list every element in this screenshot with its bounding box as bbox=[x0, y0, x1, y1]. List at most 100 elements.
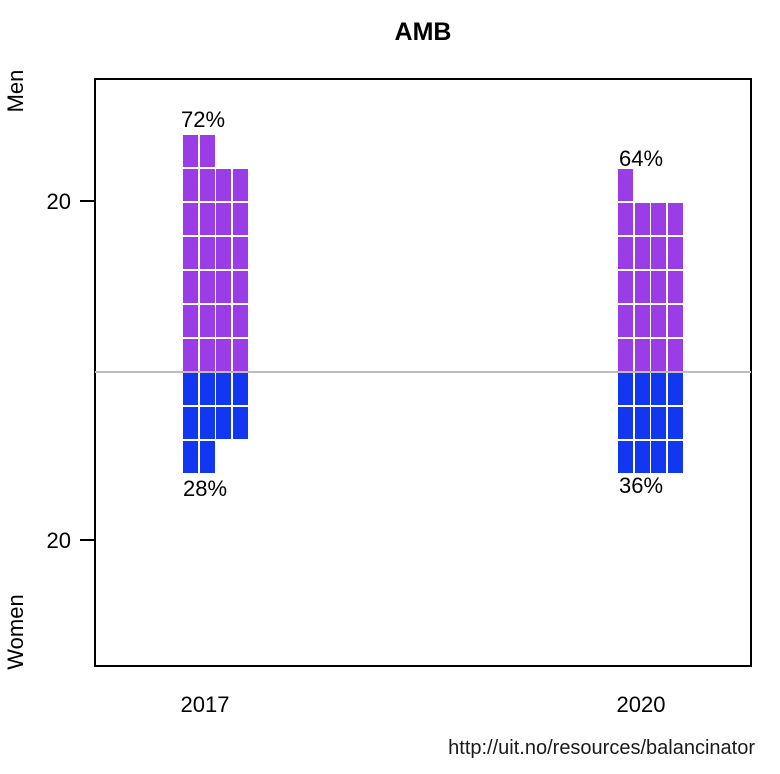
waffle-cell-women bbox=[183, 441, 198, 473]
waffle-column bbox=[634, 202, 650, 371]
percent-label-men-2020: 64% bbox=[618, 146, 664, 171]
waffle-cell-men bbox=[634, 236, 650, 269]
x-tick-label-2017: 2017 bbox=[180, 692, 230, 717]
waffle-cell-men bbox=[216, 202, 232, 235]
waffle-cell-women bbox=[618, 407, 633, 439]
waffle-cell-women bbox=[618, 373, 633, 405]
y-axis-label-women: Women bbox=[3, 594, 28, 670]
percent-label-women-2020: 36% bbox=[618, 473, 664, 498]
waffle-cell-men bbox=[667, 202, 683, 235]
waffle-cell-men bbox=[634, 202, 650, 235]
waffle-cell-women bbox=[667, 441, 683, 473]
bar-2020-women bbox=[618, 373, 683, 473]
waffle-column bbox=[232, 373, 248, 439]
waffle-cell-men bbox=[667, 304, 683, 337]
waffle-cell-women bbox=[667, 407, 683, 439]
waffle-cell-women bbox=[651, 441, 667, 473]
waffle-cell-men bbox=[232, 168, 248, 201]
waffle-column bbox=[232, 168, 248, 371]
waffle-column bbox=[667, 373, 683, 473]
waffle-column bbox=[651, 202, 667, 371]
waffle-cell-men bbox=[618, 304, 633, 337]
waffle-cell-women bbox=[232, 407, 248, 439]
waffle-cell-men bbox=[216, 338, 232, 371]
waffle-cell-men bbox=[199, 304, 215, 337]
gender-divider-line bbox=[95, 371, 751, 373]
bar-2020-men bbox=[618, 168, 683, 371]
waffle-column bbox=[618, 373, 633, 473]
waffle-cell-men bbox=[199, 202, 215, 235]
source-url: http://uit.no/resources/balancinator bbox=[448, 737, 755, 759]
waffle-cell-men bbox=[618, 168, 633, 201]
waffle-cell-men bbox=[634, 270, 650, 303]
waffle-cell-women bbox=[199, 407, 215, 439]
waffle-cell-men bbox=[618, 338, 633, 371]
waffle-cell-men bbox=[634, 304, 650, 337]
waffle-cell-men bbox=[183, 168, 198, 201]
waffle-cell-women bbox=[651, 407, 667, 439]
y-tick-mark-top bbox=[80, 200, 95, 202]
y-tick-label-bottom: 20 bbox=[46, 528, 71, 553]
waffle-cell-men bbox=[634, 338, 650, 371]
y-tick-label-top: 20 bbox=[46, 189, 71, 214]
waffle-cell-men bbox=[667, 236, 683, 269]
waffle-cell-men bbox=[618, 202, 633, 235]
waffle-cell-women bbox=[232, 373, 248, 405]
waffle-cell-men bbox=[651, 338, 667, 371]
waffle-column bbox=[199, 134, 215, 371]
waffle-cell-women bbox=[199, 373, 215, 405]
waffle-cell-men bbox=[199, 236, 215, 269]
waffle-cell-women bbox=[216, 373, 232, 405]
waffle-column bbox=[199, 373, 215, 473]
percent-label-men-2017: 72% bbox=[180, 107, 226, 132]
waffle-cell-men bbox=[618, 270, 633, 303]
percent-label-women-2017: 28% bbox=[182, 476, 228, 501]
waffle-cell-men bbox=[618, 236, 633, 269]
waffle-cell-men bbox=[199, 338, 215, 371]
waffle-cell-men bbox=[183, 338, 198, 371]
bar-2017-men bbox=[183, 134, 248, 371]
waffle-cell-men bbox=[183, 270, 198, 303]
x-tick-label-2020: 2020 bbox=[616, 692, 666, 717]
waffle-cell-women bbox=[651, 373, 667, 405]
waffle-cell-men bbox=[216, 168, 232, 201]
waffle-column bbox=[634, 373, 650, 473]
waffle-cell-men bbox=[651, 202, 667, 235]
chart-title: AMB bbox=[394, 18, 452, 46]
waffle-cell-men bbox=[216, 304, 232, 337]
waffle-cell-men bbox=[216, 236, 232, 269]
waffle-cell-men bbox=[232, 304, 248, 337]
y-axis-label-men: Men bbox=[3, 69, 28, 113]
waffle-cell-men bbox=[183, 134, 198, 167]
waffle-cell-women bbox=[634, 441, 650, 473]
waffle-cell-men bbox=[667, 338, 683, 371]
waffle-column bbox=[618, 168, 633, 371]
waffle-cell-men bbox=[199, 168, 215, 201]
waffle-cell-men bbox=[651, 236, 667, 269]
bar-2017-women bbox=[183, 373, 248, 473]
waffle-cell-men bbox=[232, 338, 248, 371]
waffle-cell-men bbox=[232, 236, 248, 269]
waffle-cell-women bbox=[618, 441, 633, 473]
waffle-cell-men bbox=[199, 270, 215, 303]
waffle-column bbox=[667, 202, 683, 371]
waffle-cell-women bbox=[183, 373, 198, 405]
waffle-cell-women bbox=[183, 407, 198, 439]
waffle-cell-men bbox=[232, 270, 248, 303]
waffle-column bbox=[183, 373, 198, 473]
waffle-cell-men bbox=[232, 202, 248, 235]
waffle-cell-women bbox=[634, 373, 650, 405]
waffle-column bbox=[216, 168, 232, 371]
waffle-cell-women bbox=[667, 373, 683, 405]
waffle-column bbox=[651, 373, 667, 473]
waffle-cell-men bbox=[183, 304, 198, 337]
waffle-column bbox=[216, 373, 232, 439]
waffle-cell-men bbox=[183, 202, 198, 235]
waffle-column bbox=[183, 134, 198, 371]
waffle-cell-women bbox=[634, 407, 650, 439]
waffle-cell-men bbox=[199, 134, 215, 167]
waffle-cell-women bbox=[216, 407, 232, 439]
waffle-cell-men bbox=[651, 304, 667, 337]
y-tick-mark-bottom bbox=[80, 539, 95, 541]
